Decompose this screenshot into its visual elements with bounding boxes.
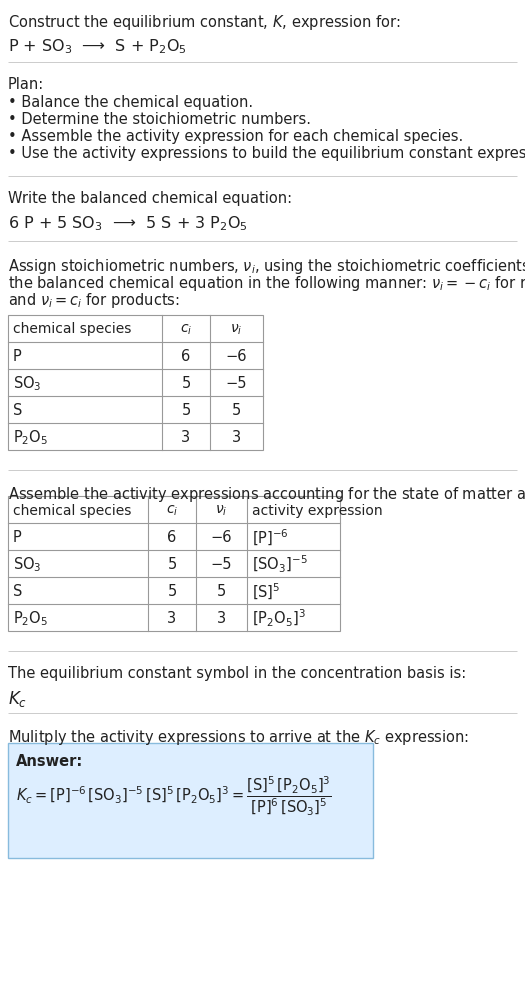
Text: Assign stoichiometric numbers, $\nu_i$, using the stoichiometric coefficients, $: Assign stoichiometric numbers, $\nu_i$, … — [8, 257, 525, 276]
Text: [S]$^5$: [S]$^5$ — [252, 581, 280, 601]
Text: S: S — [13, 402, 23, 417]
Text: 5: 5 — [167, 557, 176, 572]
Text: 5: 5 — [181, 402, 191, 417]
Text: $\nu_i$: $\nu_i$ — [215, 503, 228, 518]
Text: P: P — [13, 349, 22, 364]
Text: Answer:: Answer: — [16, 753, 83, 768]
Text: • Determine the stoichiometric numbers.: • Determine the stoichiometric numbers. — [8, 112, 311, 126]
Text: Plan:: Plan: — [8, 77, 44, 92]
Text: $K_c = [\mathrm{P}]^{-6}\,[\mathrm{SO_3}]^{-5}\,[\mathrm{S}]^5\,[\mathrm{P_2O_5}: $K_c = [\mathrm{P}]^{-6}\,[\mathrm{SO_3}… — [16, 773, 332, 816]
Text: $c_i$: $c_i$ — [166, 503, 178, 518]
Text: −5: −5 — [211, 557, 232, 572]
Text: P + SO$_3$  ⟶  S + P$_2$O$_5$: P + SO$_3$ ⟶ S + P$_2$O$_5$ — [8, 37, 187, 55]
Text: 3: 3 — [217, 611, 226, 626]
Text: P$_2$O$_5$: P$_2$O$_5$ — [13, 609, 48, 627]
Bar — [8, 496, 340, 631]
Text: 5: 5 — [232, 402, 241, 417]
Text: • Assemble the activity expression for each chemical species.: • Assemble the activity expression for e… — [8, 128, 463, 143]
Text: 5: 5 — [167, 584, 176, 599]
Text: $K_c$: $K_c$ — [8, 688, 27, 708]
Text: P$_2$O$_5$: P$_2$O$_5$ — [13, 427, 48, 446]
Text: S: S — [13, 584, 23, 599]
Text: 6: 6 — [167, 530, 176, 545]
Text: $\nu_i$: $\nu_i$ — [230, 322, 243, 336]
Text: chemical species: chemical species — [13, 322, 131, 336]
Text: −6: −6 — [211, 530, 232, 545]
Text: Assemble the activity expressions accounting for the state of matter and $\nu_i$: Assemble the activity expressions accoun… — [8, 484, 525, 504]
Text: 3: 3 — [232, 429, 241, 444]
Text: 6: 6 — [181, 349, 191, 364]
Text: • Use the activity expressions to build the equilibrium constant expression.: • Use the activity expressions to build … — [8, 145, 525, 160]
Text: 5: 5 — [181, 376, 191, 390]
Text: Write the balanced chemical equation:: Write the balanced chemical equation: — [8, 191, 292, 206]
Text: SO$_3$: SO$_3$ — [13, 374, 41, 392]
Text: −5: −5 — [226, 376, 247, 390]
Text: The equilibrium constant symbol in the concentration basis is:: The equilibrium constant symbol in the c… — [8, 665, 466, 680]
Text: 3: 3 — [167, 611, 176, 626]
Text: activity expression: activity expression — [252, 503, 383, 517]
Text: and $\nu_i = c_i$ for products:: and $\nu_i = c_i$ for products: — [8, 291, 180, 310]
Text: [P$_2$O$_5$]$^3$: [P$_2$O$_5$]$^3$ — [252, 608, 306, 629]
Text: • Balance the chemical equation.: • Balance the chemical equation. — [8, 95, 253, 110]
Text: the balanced chemical equation in the following manner: $\nu_i = -c_i$ for react: the balanced chemical equation in the fo… — [8, 274, 525, 293]
Text: [SO$_3$]$^{-5}$: [SO$_3$]$^{-5}$ — [252, 554, 308, 575]
Text: Construct the equilibrium constant, $K$, expression for:: Construct the equilibrium constant, $K$,… — [8, 13, 401, 32]
Text: P: P — [13, 530, 22, 545]
Text: SO$_3$: SO$_3$ — [13, 555, 41, 574]
Text: chemical species: chemical species — [13, 503, 131, 517]
Text: −6: −6 — [226, 349, 247, 364]
Bar — [8, 316, 263, 450]
Text: [P]$^{-6}$: [P]$^{-6}$ — [252, 527, 289, 547]
FancyBboxPatch shape — [8, 743, 373, 859]
Text: Mulitply the activity expressions to arrive at the $K_c$ expression:: Mulitply the activity expressions to arr… — [8, 727, 469, 746]
Text: $c_i$: $c_i$ — [180, 322, 192, 336]
Text: 5: 5 — [217, 584, 226, 599]
Text: 6 P + 5 SO$_3$  ⟶  5 S + 3 P$_2$O$_5$: 6 P + 5 SO$_3$ ⟶ 5 S + 3 P$_2$O$_5$ — [8, 214, 248, 233]
Text: 3: 3 — [182, 429, 191, 444]
